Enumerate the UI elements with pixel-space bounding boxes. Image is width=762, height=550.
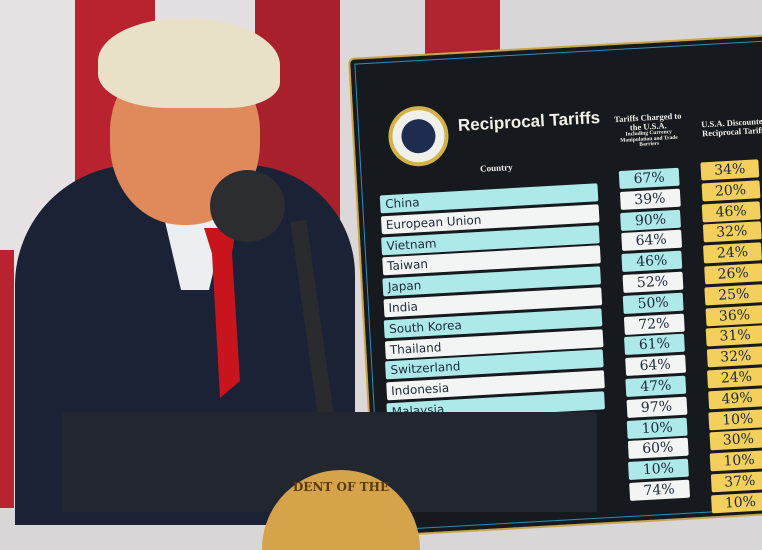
podium-seal-text: DENT OF THE — [292, 480, 390, 494]
discounted-cell: 30% — [708, 429, 762, 451]
charged-cell: 64% — [624, 354, 686, 377]
charged-cell: 60% — [627, 438, 689, 460]
discounted-cell: 20% — [701, 180, 760, 202]
discounted-cell: 10% — [708, 408, 762, 431]
flag-stripe — [0, 250, 14, 508]
discounted-cell: 37% — [710, 471, 762, 493]
charged-cell: 46% — [621, 250, 683, 273]
charged-cell: 74% — [628, 479, 690, 501]
discounted-cell: 31% — [705, 325, 762, 347]
charged-subheader-text: Including Currency Manipulation and Trad… — [620, 128, 678, 149]
microphone — [210, 170, 285, 242]
charged-cell: 10% — [627, 458, 689, 481]
discounted-cell: 32% — [702, 221, 762, 243]
discounted-cell: 25% — [704, 284, 762, 306]
charged-cell: 50% — [622, 292, 684, 314]
charged-header: Tariffs Charged to the U.S.A. Including … — [612, 110, 686, 150]
discounted-header: U.S.A. Discounted Reciprocal Tariffs — [700, 115, 762, 139]
discounted-cell: 24% — [707, 367, 762, 389]
discounted-cell: 32% — [706, 346, 762, 368]
hair — [98, 18, 280, 108]
discounted-cell: 36% — [705, 304, 762, 327]
charged-cell: 52% — [622, 271, 683, 294]
discounted-cell: 46% — [701, 200, 761, 223]
charged-cell: 10% — [626, 417, 688, 439]
charged-cell: 90% — [620, 209, 681, 231]
charged-cell: 64% — [620, 230, 682, 252]
charged-cell: 72% — [623, 313, 685, 335]
board-title: Reciprocal Tariffs — [457, 108, 601, 135]
charged-cell: 67% — [618, 167, 680, 190]
discounted-cell: 34% — [700, 159, 760, 181]
charged-cell: 61% — [624, 334, 685, 356]
discounted-cell: 26% — [703, 263, 762, 285]
charged-cell: 39% — [619, 188, 681, 210]
discounted-cell: 49% — [707, 388, 762, 410]
country-header: Country — [479, 161, 513, 174]
presidential-seal — [386, 104, 451, 168]
charged-cell: 47% — [625, 375, 687, 397]
charged-cell: 97% — [626, 396, 687, 418]
discounted-cell: 24% — [703, 242, 762, 264]
discounted-cell: 10% — [709, 450, 762, 472]
discounted-cell: 10% — [710, 491, 762, 514]
